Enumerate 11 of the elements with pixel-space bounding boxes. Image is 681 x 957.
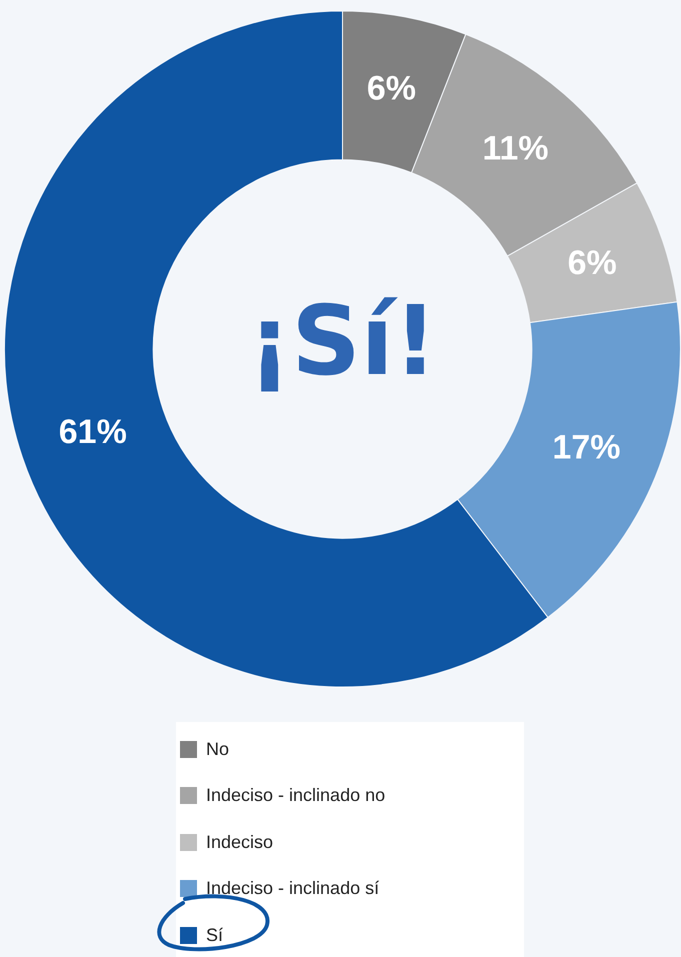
data-label: 11% bbox=[482, 129, 549, 168]
legend-label: No bbox=[206, 738, 230, 760]
data-label: 6% bbox=[366, 69, 416, 108]
data-label: 17% bbox=[552, 428, 620, 466]
legend-label: Indeciso bbox=[206, 832, 274, 853]
legend-label: Indeciso - inclinado sí bbox=[206, 878, 380, 900]
data-label: 6% bbox=[568, 244, 617, 282]
legend-label: Sí bbox=[206, 924, 224, 946]
text: ¡Sí! bbox=[248, 284, 438, 397]
legend-label: Indeciso - inclinado no bbox=[206, 785, 386, 806]
data-label: 61% bbox=[58, 412, 127, 451]
